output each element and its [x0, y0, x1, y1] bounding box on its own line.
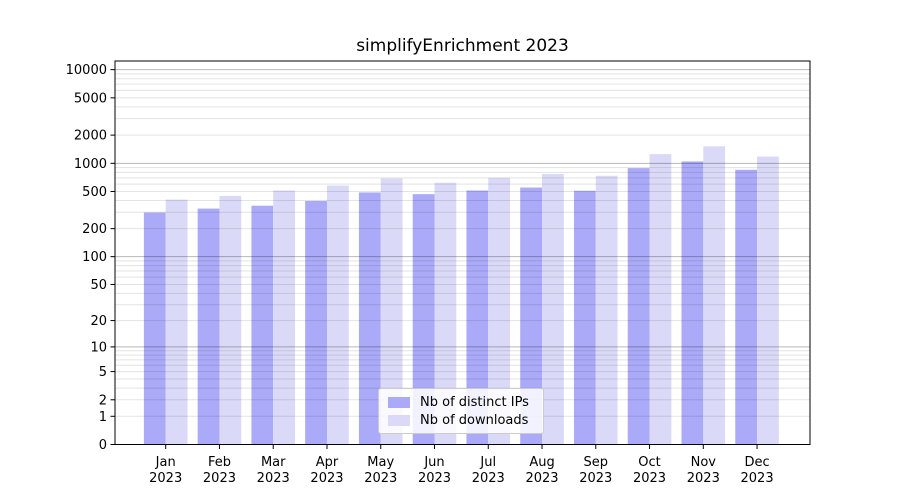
bar-downloads [273, 190, 296, 445]
y-tick-label: 20 [90, 314, 107, 329]
x-tick-label: Dec 2023 [741, 455, 774, 486]
bar-downloads [434, 182, 457, 445]
legend-item-distinct-ips: Nb of distinct IPs [388, 395, 543, 410]
bar-distinct-ips [251, 205, 274, 445]
bar-distinct-ips [412, 194, 435, 445]
y-tick-label: 100 [82, 250, 107, 265]
legend-swatch-downloads [388, 414, 410, 426]
legend: Nb of distinct IPs Nb of downloads [378, 388, 544, 434]
legend-item-downloads: Nb of downloads [388, 413, 543, 428]
bar-downloads [380, 178, 403, 445]
bar-downloads [595, 175, 618, 445]
x-tick-label: Jun 2023 [418, 455, 451, 486]
x-tick-label: Oct 2023 [633, 455, 666, 486]
x-tick-label: Apr 2023 [310, 455, 343, 486]
bar-downloads [703, 146, 726, 445]
y-tick-label: 1000 [74, 157, 107, 172]
bar-distinct-ips [305, 200, 327, 445]
bar-distinct-ips [735, 169, 758, 445]
x-tick-label: Aug 2023 [525, 455, 558, 486]
y-tick-label: 2000 [74, 129, 107, 144]
bar-distinct-ips [627, 168, 650, 445]
bar-downloads [757, 156, 779, 445]
y-tick-label: 1 [99, 410, 107, 425]
y-tick-label: 10 [90, 340, 107, 355]
x-tick-label: Mar 2023 [257, 455, 290, 486]
chart-title: simplifyEnrichment 2023 [356, 36, 569, 56]
y-tick-label: 500 [82, 185, 107, 200]
bar-distinct-ips [573, 190, 596, 445]
y-tick-label: 200 [82, 222, 107, 237]
legend-label-distinct-ips: Nb of distinct IPs [420, 394, 529, 410]
bar-distinct-ips [520, 187, 543, 445]
x-tick-label: Jan 2023 [149, 455, 182, 486]
bar-distinct-ips [197, 208, 220, 445]
bar-downloads [219, 195, 242, 445]
bar-distinct-ips [466, 190, 489, 445]
x-tick-label: Nov 2023 [687, 455, 720, 486]
x-tick-label: May 2023 [364, 455, 397, 486]
plot-border [114, 60, 811, 445]
bar-distinct-ips [143, 212, 166, 445]
legend-swatch-distinct-ips [388, 396, 410, 408]
x-tick-label: Sep 2023 [579, 455, 612, 486]
y-tick-label: 50 [90, 278, 107, 293]
x-tick-label: Feb 2023 [203, 455, 236, 486]
bar-distinct-ips [681, 161, 704, 445]
y-tick-label: 10000 [66, 63, 107, 78]
x-tick-label: Jul 2023 [472, 455, 505, 486]
y-tick-label: 0 [99, 438, 107, 453]
bar-downloads [326, 185, 349, 445]
bar-downloads [488, 177, 511, 445]
y-tick-label: 5 [99, 365, 107, 380]
bar-downloads [165, 199, 188, 445]
bar-distinct-ips [358, 192, 381, 445]
bar-downloads [542, 173, 564, 445]
y-tick-label: 5000 [74, 91, 107, 106]
legend-label-downloads: Nb of downloads [420, 412, 529, 428]
y-tick-label: 2 [99, 393, 107, 408]
bar-downloads [649, 154, 672, 445]
